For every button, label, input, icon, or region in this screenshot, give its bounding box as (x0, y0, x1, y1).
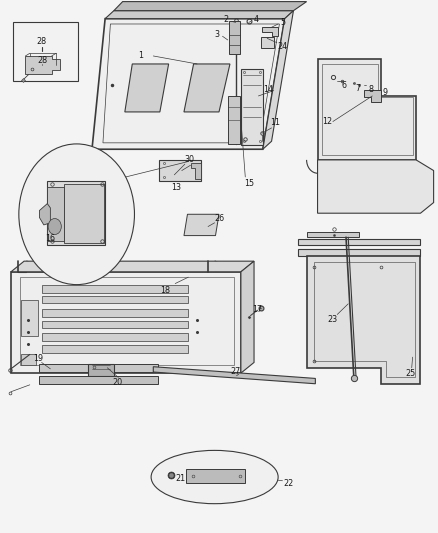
Text: 28: 28 (37, 56, 48, 64)
Polygon shape (229, 21, 240, 54)
Text: 4: 4 (254, 15, 259, 24)
Text: 19: 19 (33, 354, 44, 362)
Polygon shape (42, 333, 188, 341)
Text: 26: 26 (215, 214, 225, 223)
Polygon shape (39, 364, 158, 372)
Polygon shape (191, 163, 201, 179)
Circle shape (48, 219, 61, 235)
Text: 21: 21 (176, 474, 186, 482)
Polygon shape (364, 90, 381, 102)
Text: 25: 25 (406, 369, 416, 377)
Text: 27: 27 (230, 367, 241, 376)
Polygon shape (42, 309, 188, 317)
Text: 20: 20 (112, 378, 123, 386)
Polygon shape (263, 11, 293, 149)
Polygon shape (228, 96, 240, 144)
Polygon shape (21, 354, 36, 365)
Text: 12: 12 (322, 117, 333, 126)
Polygon shape (318, 59, 416, 160)
Polygon shape (184, 214, 219, 236)
Polygon shape (39, 376, 158, 384)
Polygon shape (184, 64, 230, 112)
Polygon shape (92, 19, 285, 149)
Polygon shape (186, 469, 245, 483)
Bar (21, 300, 38, 336)
Text: 7: 7 (355, 84, 360, 93)
Polygon shape (42, 285, 188, 293)
Text: 28: 28 (36, 37, 47, 46)
Polygon shape (42, 296, 188, 303)
Polygon shape (88, 364, 114, 376)
Text: 16: 16 (46, 235, 55, 243)
Text: 2: 2 (223, 15, 228, 24)
Polygon shape (47, 187, 64, 241)
Ellipse shape (151, 450, 278, 504)
Polygon shape (11, 272, 241, 373)
Text: 22: 22 (283, 479, 293, 488)
Polygon shape (114, 2, 307, 11)
Text: 11: 11 (270, 118, 280, 127)
Polygon shape (153, 367, 315, 384)
Text: 13: 13 (171, 183, 181, 192)
Text: 9: 9 (382, 88, 387, 97)
Text: 6: 6 (341, 81, 346, 90)
Bar (13, 22, 78, 81)
Polygon shape (42, 321, 188, 328)
Text: 5: 5 (280, 18, 285, 27)
Polygon shape (307, 256, 420, 384)
Text: 30: 30 (184, 156, 194, 164)
Text: 17: 17 (252, 305, 262, 313)
Polygon shape (241, 69, 263, 145)
Polygon shape (125, 64, 169, 112)
Polygon shape (64, 184, 104, 243)
Text: 14: 14 (263, 85, 273, 94)
Polygon shape (307, 232, 359, 237)
Polygon shape (39, 204, 50, 225)
Polygon shape (318, 160, 434, 213)
Polygon shape (42, 345, 188, 353)
Polygon shape (298, 239, 420, 245)
Polygon shape (25, 56, 60, 74)
Polygon shape (11, 261, 254, 272)
Text: 8: 8 (368, 85, 374, 94)
Polygon shape (261, 37, 274, 48)
Polygon shape (47, 181, 105, 245)
Text: 15: 15 (244, 180, 254, 188)
Text: 3: 3 (214, 30, 219, 39)
Circle shape (19, 144, 134, 285)
Text: 24: 24 (277, 43, 288, 51)
Text: 18: 18 (161, 286, 170, 295)
Polygon shape (159, 160, 201, 181)
Text: 1: 1 (138, 52, 143, 60)
Polygon shape (262, 27, 278, 36)
Polygon shape (241, 261, 254, 373)
Polygon shape (298, 249, 420, 256)
Polygon shape (105, 11, 293, 19)
Text: 23: 23 (327, 316, 337, 324)
